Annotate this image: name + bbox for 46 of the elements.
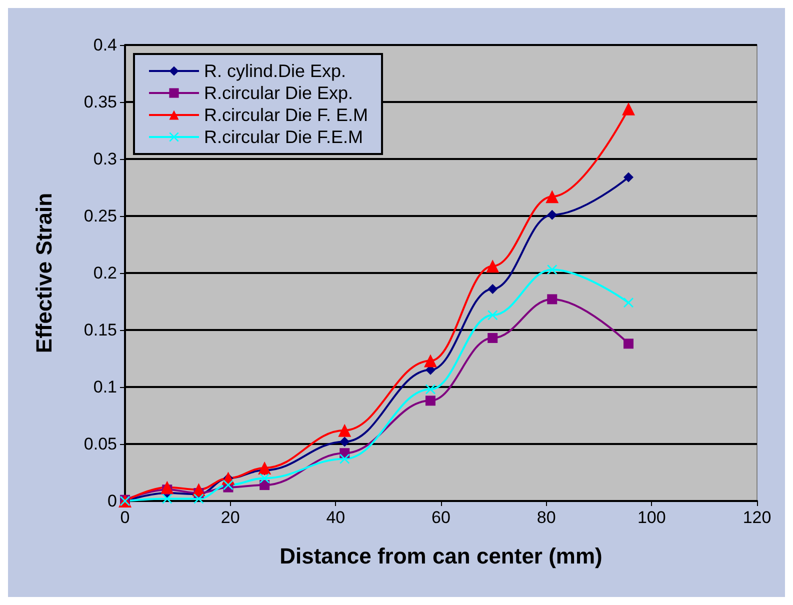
point bbox=[425, 384, 436, 394]
y-tick-label: 0.25 bbox=[84, 206, 117, 226]
point bbox=[340, 436, 350, 447]
legend-label: R. cylind.Die Exp. bbox=[204, 61, 346, 81]
point bbox=[260, 473, 270, 484]
point bbox=[488, 284, 498, 294]
point bbox=[194, 494, 204, 504]
point bbox=[192, 483, 206, 496]
point bbox=[546, 190, 559, 204]
point bbox=[162, 494, 172, 504]
y-tick-label: 0 bbox=[108, 492, 117, 510]
y-tick-label: 0.3 bbox=[93, 150, 117, 168]
point bbox=[488, 332, 498, 343]
point bbox=[424, 354, 437, 368]
y-tick-label: 0.1 bbox=[93, 378, 117, 396]
y-tick-label: 0.35 bbox=[84, 92, 117, 112]
point bbox=[547, 264, 558, 275]
y-tick-label: 0.05 bbox=[84, 434, 117, 454]
y-axis-title: Effective Strain bbox=[32, 192, 56, 354]
legend-label: R.circular Die Exp. bbox=[204, 83, 354, 103]
point bbox=[258, 461, 272, 474]
legend-label: R.circular Die F.E.M bbox=[204, 127, 364, 147]
point bbox=[623, 172, 634, 182]
point bbox=[623, 338, 634, 349]
point bbox=[488, 310, 498, 320]
legend-label: R.circular Die F. E.M bbox=[204, 105, 368, 125]
point bbox=[338, 424, 352, 437]
y-tick-label: 0.2 bbox=[93, 264, 117, 282]
point bbox=[547, 210, 558, 220]
x-tick-label: 100 bbox=[637, 508, 666, 527]
y-tick-label: 0.15 bbox=[84, 320, 117, 340]
point bbox=[623, 298, 634, 308]
x-tick-label: 20 bbox=[220, 508, 240, 527]
point bbox=[425, 396, 436, 406]
x-tick-label: 40 bbox=[326, 508, 346, 527]
point bbox=[486, 260, 500, 273]
x-tick-label: 120 bbox=[742, 508, 772, 527]
point bbox=[547, 294, 558, 304]
x-axis-title: Distance from can center (mm) bbox=[280, 544, 602, 568]
y-tick-label: 0.4 bbox=[93, 36, 117, 54]
x-tick-label: 80 bbox=[536, 508, 556, 527]
x-tick-label: 0 bbox=[120, 508, 130, 527]
x-tick-label: 60 bbox=[432, 508, 450, 527]
point bbox=[622, 102, 635, 116]
point bbox=[340, 454, 350, 464]
point bbox=[160, 480, 174, 494]
